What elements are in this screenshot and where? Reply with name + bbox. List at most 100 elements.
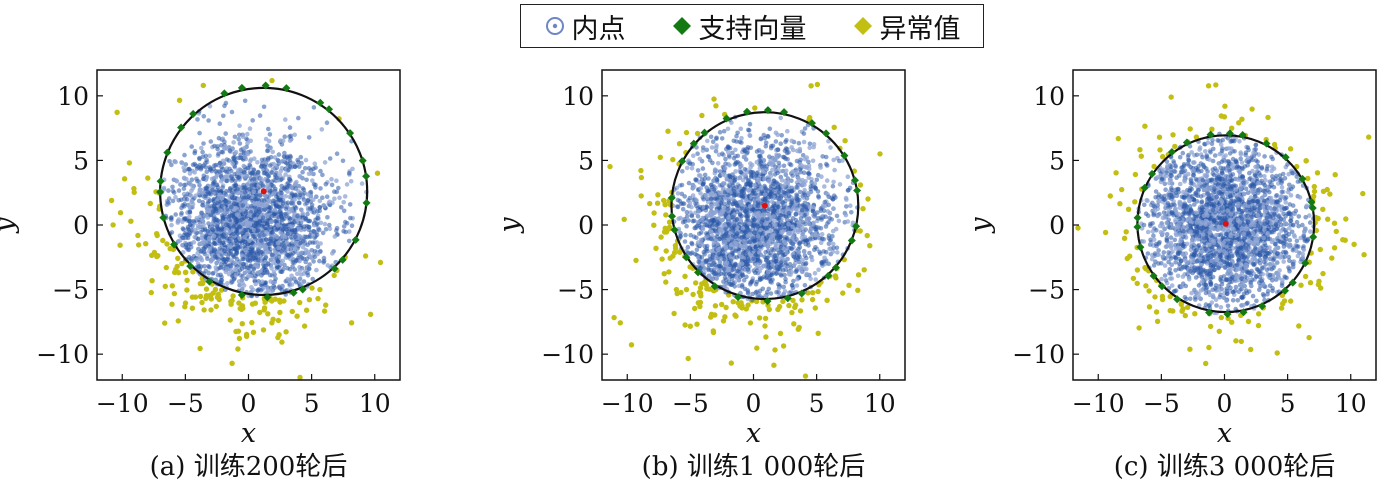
outlier-point: [228, 298, 234, 305]
inlier-point: [206, 270, 211, 275]
inlier-point: [295, 217, 300, 223]
inlier-point: [225, 254, 231, 260]
inlier-point: [712, 192, 717, 198]
inlier-point: [807, 141, 813, 147]
inlier-marker-icon: [545, 17, 564, 35]
inlier-point: [240, 203, 246, 208]
inlier-point: [758, 277, 763, 282]
inlier-point: [208, 259, 214, 264]
inlier-point: [819, 260, 824, 266]
inlier-point: [219, 251, 225, 257]
inlier-point: [782, 239, 787, 245]
inlier-point: [349, 223, 355, 228]
inlier-point: [694, 198, 699, 203]
inlier-point: [307, 262, 312, 267]
inlier-point: [314, 267, 319, 273]
support-vector-point: [325, 105, 334, 114]
inlier-point: [732, 175, 738, 180]
inlier-point: [210, 187, 215, 193]
inlier-point: [717, 129, 723, 135]
outlier-point: [682, 322, 688, 328]
inlier-point: [188, 193, 194, 198]
inlier-point: [217, 238, 223, 244]
inlier-point: [717, 190, 723, 196]
inlier-point: [300, 238, 306, 244]
inlier-point: [282, 134, 288, 139]
inlier-point: [776, 250, 782, 256]
inlier-point: [784, 250, 789, 256]
inlier-point: [797, 146, 803, 152]
outlier-point: [628, 342, 635, 348]
outlier-point: [877, 151, 883, 157]
inlier-point: [207, 241, 212, 246]
inlier-point: [726, 222, 732, 227]
inlier-point: [252, 201, 258, 207]
inlier-point: [759, 185, 764, 191]
inlier-point: [282, 154, 287, 160]
inlier-point: [794, 237, 799, 242]
inlier-point: [700, 215, 706, 221]
legend: 内点 支持向量 异常值: [520, 4, 984, 48]
inlier-point: [228, 267, 234, 273]
inlier-point: [773, 139, 779, 144]
outlier-point: [135, 232, 141, 239]
inlier-point: [185, 235, 191, 241]
outlier-point: [249, 319, 255, 326]
inlier-point: [811, 220, 816, 226]
inlier-point: [761, 197, 766, 202]
inlier-point: [285, 200, 291, 205]
inlier-point: [275, 223, 281, 228]
inlier-point: [241, 256, 246, 262]
outlier-point: [840, 290, 846, 296]
inlier-point: [697, 242, 703, 247]
inlier-point: [334, 178, 339, 183]
inlier-point: [808, 276, 813, 282]
inlier-point: [232, 201, 237, 206]
support-vector-point: [205, 277, 214, 286]
inlier-point: [252, 223, 257, 229]
outlier-point: [666, 219, 673, 225]
inlier-point: [727, 145, 733, 151]
inlier-point: [214, 260, 219, 266]
inlier-point: [794, 268, 799, 274]
inlier-point: [781, 163, 787, 169]
outlier-point: [772, 347, 778, 353]
support-vector-point: [351, 235, 360, 244]
inlier-point: [773, 130, 779, 136]
inlier-point: [764, 258, 769, 263]
inlier-point: [752, 217, 757, 222]
inlier-point: [263, 164, 268, 170]
inlier-point: [680, 206, 686, 212]
inlier-point: [310, 276, 316, 282]
inlier-point: [827, 210, 833, 216]
outlier-point: [674, 290, 680, 297]
outlier-point: [331, 272, 337, 279]
inlier-point: [704, 147, 710, 153]
inlier-point: [760, 236, 765, 242]
inlier-point: [770, 143, 776, 149]
outlier-point: [713, 103, 719, 109]
outlier-point: [269, 77, 275, 84]
inlier-point: [223, 174, 229, 180]
inlier-point: [161, 187, 167, 192]
inlier-point: [325, 215, 330, 220]
inlier-point: [204, 204, 209, 210]
inlier-point: [263, 255, 269, 260]
inlier-point: [280, 234, 285, 240]
outlier-point: [657, 154, 663, 160]
inlier-point: [249, 183, 254, 188]
scatter-points: [108, 77, 384, 380]
inlier-point: [197, 156, 202, 162]
inlier-point: [195, 117, 200, 122]
outlier-point: [145, 175, 151, 181]
inlier-point: [695, 168, 701, 173]
outlier-point: [301, 323, 308, 329]
inlier-point: [787, 261, 793, 267]
inlier-point: [801, 203, 806, 209]
outlier-point: [857, 228, 863, 234]
support-vector-point: [282, 84, 291, 93]
inlier-point: [196, 263, 202, 269]
inlier-point: [268, 224, 274, 230]
inlier-point: [284, 240, 290, 245]
inlier-point: [718, 263, 723, 269]
